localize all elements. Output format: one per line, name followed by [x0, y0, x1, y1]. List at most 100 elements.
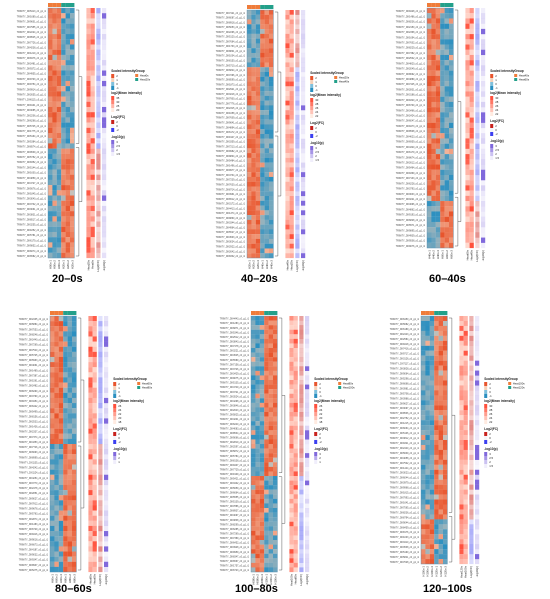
mean-intensity-cell — [293, 476, 298, 481]
mean-intensity-cell — [289, 14, 294, 20]
heatmap-cell — [63, 459, 68, 465]
legend-scaled-tick: 1 — [118, 386, 120, 390]
heatmap-cell — [259, 384, 265, 390]
sample-label: H20s-3 — [256, 260, 260, 269]
heatmap-cell — [65, 44, 71, 50]
heatmap-cell — [273, 558, 278, 563]
heatmap-cell — [273, 466, 278, 472]
log2fc-cell — [98, 433, 103, 439]
legend-mean-tick: 20 — [116, 108, 120, 112]
heatmap-cell — [443, 489, 448, 495]
row-label: TRINITY_DN2368_c0_g1_i1 — [396, 32, 426, 34]
mean-intensity-cell — [463, 350, 468, 356]
heatmap-cell — [58, 464, 64, 470]
mean-intensity-cell — [285, 167, 290, 173]
mean-intensity-cell — [465, 60, 470, 66]
heatmap-cell — [72, 469, 77, 475]
heatmap-cell — [251, 416, 256, 422]
heatmap-cell — [255, 553, 260, 559]
group-bar-cell — [443, 311, 448, 315]
heatmap-cell — [251, 325, 256, 330]
mean-intensity-cell — [90, 231, 95, 238]
mean-intensity-cell — [289, 148, 294, 154]
heatmap-cell — [70, 174, 75, 180]
heatmap-cell — [251, 124, 256, 130]
heatmap-cell — [50, 392, 55, 399]
legend-scaled-tick: -1 — [319, 394, 322, 398]
heatmap-cell — [443, 444, 448, 451]
heatmap-cell — [56, 247, 62, 253]
heatmap-cell — [429, 469, 435, 475]
heatmap-cell — [421, 454, 426, 460]
mean-intensity-cell — [459, 554, 464, 560]
legend-mean-swatch — [484, 404, 488, 408]
heatmap-cell — [58, 387, 64, 393]
legend-mean-tick: 18 — [118, 420, 122, 424]
heatmap-cell — [48, 200, 53, 207]
heatmap-cell — [72, 515, 77, 521]
mean-intensity-cell — [285, 172, 290, 178]
mean-intensity-cell — [469, 164, 474, 170]
heatmap-cell — [425, 459, 430, 465]
row-label: TRINITY_DN9407_c0_g1_i1 — [220, 465, 250, 467]
mean-intensity-cell — [293, 480, 298, 486]
row-label: TRINITY_DN4964_c0_g1_i1 — [216, 227, 246, 229]
row-label: TRINITY_DN6172_c0_g1_i1 — [216, 132, 246, 134]
heatmap-cell — [429, 529, 435, 535]
legend-mean-tick: 20 — [319, 416, 323, 420]
heatmap-cell — [429, 494, 435, 500]
heatmap-cell — [72, 387, 77, 393]
heatmap-cell — [247, 181, 252, 187]
row-label: TRINITY_DN6290_c0_g1_i1 — [19, 391, 49, 393]
legend-sig-swatch — [310, 158, 314, 162]
heatmap-cell — [52, 80, 57, 87]
heatmap-cell — [70, 205, 75, 212]
log2fc-cell — [475, 180, 480, 186]
heatmap-cell — [255, 361, 260, 367]
mean-intensity-cell — [293, 325, 298, 330]
heatmap-cell — [255, 176, 261, 182]
log2fc-cell — [96, 39, 101, 45]
log2fc-cell — [475, 169, 480, 176]
row-label: TRINITY_DN8714_c0_g1_i1 — [216, 189, 246, 191]
log2fc-cell — [96, 185, 101, 191]
heatmap-cell — [443, 365, 448, 371]
heatmap-cell — [61, 216, 66, 222]
heatmap-cell — [435, 34, 441, 40]
mean-intensity-cell — [293, 562, 298, 568]
heatmap-cell — [264, 124, 270, 130]
heatmap-cell — [56, 221, 62, 227]
log2fc-cell — [96, 96, 101, 102]
row-label: TRINITY_DN7602_c0_g1_i1 — [396, 42, 426, 44]
heatmap-cell — [444, 216, 450, 223]
heatmap-cell — [421, 464, 426, 470]
legend-sig-tick: 2.5 — [495, 148, 499, 152]
heatmap-cell — [255, 389, 260, 394]
log2fc-cell — [295, 153, 300, 158]
pvalue-cell — [104, 561, 109, 567]
heatmap-cell — [268, 416, 274, 422]
heatmap-cell — [435, 180, 441, 186]
mean-intensity-cell — [92, 500, 97, 506]
group-bar-cell — [52, 3, 57, 7]
row-label: TRINITY_DN7776_c0_g1_i1 — [216, 103, 246, 105]
heatmap-cell — [443, 440, 448, 446]
heatmap-cell — [63, 382, 68, 388]
row-label: TRINITY_DN1658_c0_g1_i1 — [216, 113, 246, 115]
heatmap-cell — [264, 453, 269, 458]
legend-fc-swatch — [484, 436, 488, 440]
heatmap-cell — [434, 380, 439, 386]
legend-mean-swatch — [490, 104, 494, 108]
mean-intensity-cell — [285, 234, 290, 240]
log2fc-cell — [98, 541, 103, 547]
mean-intensity-cell — [293, 553, 298, 559]
heatmap-cell — [431, 8, 436, 14]
heatmap-cell — [269, 176, 274, 182]
mean-intensity-cell — [285, 176, 290, 182]
heatmap-cell — [67, 490, 73, 496]
pvalue-cell — [475, 395, 480, 401]
log2fc-cell — [96, 242, 101, 248]
pvalue-cell — [301, 57, 306, 63]
heatmap-cell — [251, 471, 256, 477]
heatmap-cell — [425, 469, 430, 475]
